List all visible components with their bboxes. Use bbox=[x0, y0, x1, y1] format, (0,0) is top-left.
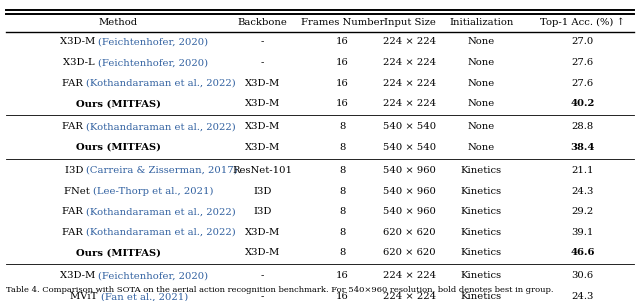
Text: X3D-M: X3D-M bbox=[244, 228, 280, 237]
Text: FAR: FAR bbox=[62, 79, 86, 88]
Text: 8: 8 bbox=[339, 187, 346, 196]
Text: 29.2: 29.2 bbox=[572, 207, 593, 216]
Text: Kinetics: Kinetics bbox=[461, 292, 502, 301]
Text: ResNet-101: ResNet-101 bbox=[232, 166, 292, 175]
Text: None: None bbox=[468, 58, 495, 67]
Text: I3D: I3D bbox=[253, 187, 271, 196]
Text: FAR: FAR bbox=[62, 207, 86, 216]
Text: X3D-M: X3D-M bbox=[60, 37, 99, 46]
Text: Initialization: Initialization bbox=[449, 18, 513, 27]
Text: None: None bbox=[468, 37, 495, 46]
Text: (Feichtenhofer, 2020): (Feichtenhofer, 2020) bbox=[99, 58, 209, 67]
Text: 16: 16 bbox=[336, 272, 349, 281]
Text: X3D-M: X3D-M bbox=[244, 122, 280, 131]
Text: 8: 8 bbox=[339, 207, 346, 216]
Text: (Kothandaraman et al., 2022): (Kothandaraman et al., 2022) bbox=[86, 122, 236, 131]
Text: 8: 8 bbox=[339, 248, 346, 257]
Text: 27.0: 27.0 bbox=[572, 37, 593, 46]
Text: None: None bbox=[468, 99, 495, 108]
Text: 540 × 960: 540 × 960 bbox=[383, 207, 436, 216]
Text: 46.6: 46.6 bbox=[570, 248, 595, 257]
Text: 224 × 224: 224 × 224 bbox=[383, 292, 436, 301]
Text: 16: 16 bbox=[336, 58, 349, 67]
Text: -: - bbox=[260, 272, 264, 281]
Text: 540 × 540: 540 × 540 bbox=[383, 143, 436, 152]
Text: (Kothandaraman et al., 2022): (Kothandaraman et al., 2022) bbox=[86, 228, 236, 237]
Text: -: - bbox=[260, 292, 264, 301]
Text: None: None bbox=[468, 143, 495, 152]
Text: 8: 8 bbox=[339, 166, 346, 175]
Text: -: - bbox=[260, 58, 264, 67]
Text: 540 × 960: 540 × 960 bbox=[383, 166, 436, 175]
Text: 16: 16 bbox=[336, 79, 349, 88]
Text: FAR: FAR bbox=[62, 122, 86, 131]
Text: (Carreira & Zisserman, 2017): (Carreira & Zisserman, 2017) bbox=[86, 166, 238, 175]
Text: 28.8: 28.8 bbox=[572, 122, 593, 131]
Text: (Kothandaraman et al., 2022): (Kothandaraman et al., 2022) bbox=[86, 207, 236, 216]
Text: X3D-M: X3D-M bbox=[244, 99, 280, 108]
Text: (Lee-Thorp et al., 2021): (Lee-Thorp et al., 2021) bbox=[93, 187, 213, 196]
Text: I3D: I3D bbox=[253, 207, 271, 216]
Text: 540 × 540: 540 × 540 bbox=[383, 122, 436, 131]
Text: X3D-M: X3D-M bbox=[244, 79, 280, 88]
Text: (Feichtenhofer, 2020): (Feichtenhofer, 2020) bbox=[99, 272, 209, 281]
Text: X3D-M: X3D-M bbox=[244, 248, 280, 257]
Text: FAR: FAR bbox=[62, 228, 86, 237]
Text: (Fan et al., 2021): (Fan et al., 2021) bbox=[101, 292, 188, 301]
Text: Top-1 Acc. (%) ↑: Top-1 Acc. (%) ↑ bbox=[540, 18, 625, 27]
Text: Ours (MITFAS): Ours (MITFAS) bbox=[76, 99, 161, 108]
Text: 8: 8 bbox=[339, 228, 346, 237]
Text: None: None bbox=[468, 122, 495, 131]
Text: I3D: I3D bbox=[65, 166, 86, 175]
Text: Table 4. Comparison with SOTA on the aerial action recognition benchmark. For 54: Table 4. Comparison with SOTA on the aer… bbox=[6, 286, 554, 293]
Text: 16: 16 bbox=[336, 292, 349, 301]
Text: Ours (MITFAS): Ours (MITFAS) bbox=[76, 248, 161, 257]
Text: 224 × 224: 224 × 224 bbox=[383, 37, 436, 46]
Text: Backbone: Backbone bbox=[237, 18, 287, 27]
Text: 224 × 224: 224 × 224 bbox=[383, 99, 436, 108]
Text: 8: 8 bbox=[339, 143, 346, 152]
Text: Input Size: Input Size bbox=[383, 18, 436, 27]
Text: FNet: FNet bbox=[64, 187, 93, 196]
Text: Frames Number: Frames Number bbox=[301, 18, 384, 27]
Text: 27.6: 27.6 bbox=[572, 79, 593, 88]
Text: 540 × 960: 540 × 960 bbox=[383, 187, 436, 196]
Text: X3D-M: X3D-M bbox=[60, 272, 99, 281]
Text: 224 × 224: 224 × 224 bbox=[383, 272, 436, 281]
Text: Kinetics: Kinetics bbox=[461, 207, 502, 216]
Text: 30.6: 30.6 bbox=[572, 272, 593, 281]
Text: Method: Method bbox=[99, 18, 138, 27]
Text: 40.2: 40.2 bbox=[570, 99, 595, 108]
Text: Kinetics: Kinetics bbox=[461, 187, 502, 196]
Text: 38.4: 38.4 bbox=[570, 143, 595, 152]
Text: MViT: MViT bbox=[70, 292, 101, 301]
Text: 27.6: 27.6 bbox=[572, 58, 593, 67]
Text: Kinetics: Kinetics bbox=[461, 166, 502, 175]
Text: -: - bbox=[260, 37, 264, 46]
Text: 16: 16 bbox=[336, 37, 349, 46]
Text: Kinetics: Kinetics bbox=[461, 228, 502, 237]
Text: 24.3: 24.3 bbox=[572, 187, 593, 196]
Text: Kinetics: Kinetics bbox=[461, 248, 502, 257]
Text: 21.1: 21.1 bbox=[571, 166, 594, 175]
Text: 620 × 620: 620 × 620 bbox=[383, 228, 436, 237]
Text: 24.3: 24.3 bbox=[572, 292, 593, 301]
Text: 224 × 224: 224 × 224 bbox=[383, 58, 436, 67]
Text: None: None bbox=[468, 79, 495, 88]
Text: (Kothandaraman et al., 2022): (Kothandaraman et al., 2022) bbox=[86, 79, 236, 88]
Text: Kinetics: Kinetics bbox=[461, 272, 502, 281]
Text: (Feichtenhofer, 2020): (Feichtenhofer, 2020) bbox=[99, 37, 209, 46]
Text: 8: 8 bbox=[339, 122, 346, 131]
Text: 620 × 620: 620 × 620 bbox=[383, 248, 436, 257]
Text: Ours (MITFAS): Ours (MITFAS) bbox=[76, 143, 161, 152]
Text: X3D-M: X3D-M bbox=[244, 143, 280, 152]
Text: 16: 16 bbox=[336, 99, 349, 108]
Text: 39.1: 39.1 bbox=[572, 228, 593, 237]
Text: X3D-L: X3D-L bbox=[63, 58, 99, 67]
Text: 224 × 224: 224 × 224 bbox=[383, 79, 436, 88]
